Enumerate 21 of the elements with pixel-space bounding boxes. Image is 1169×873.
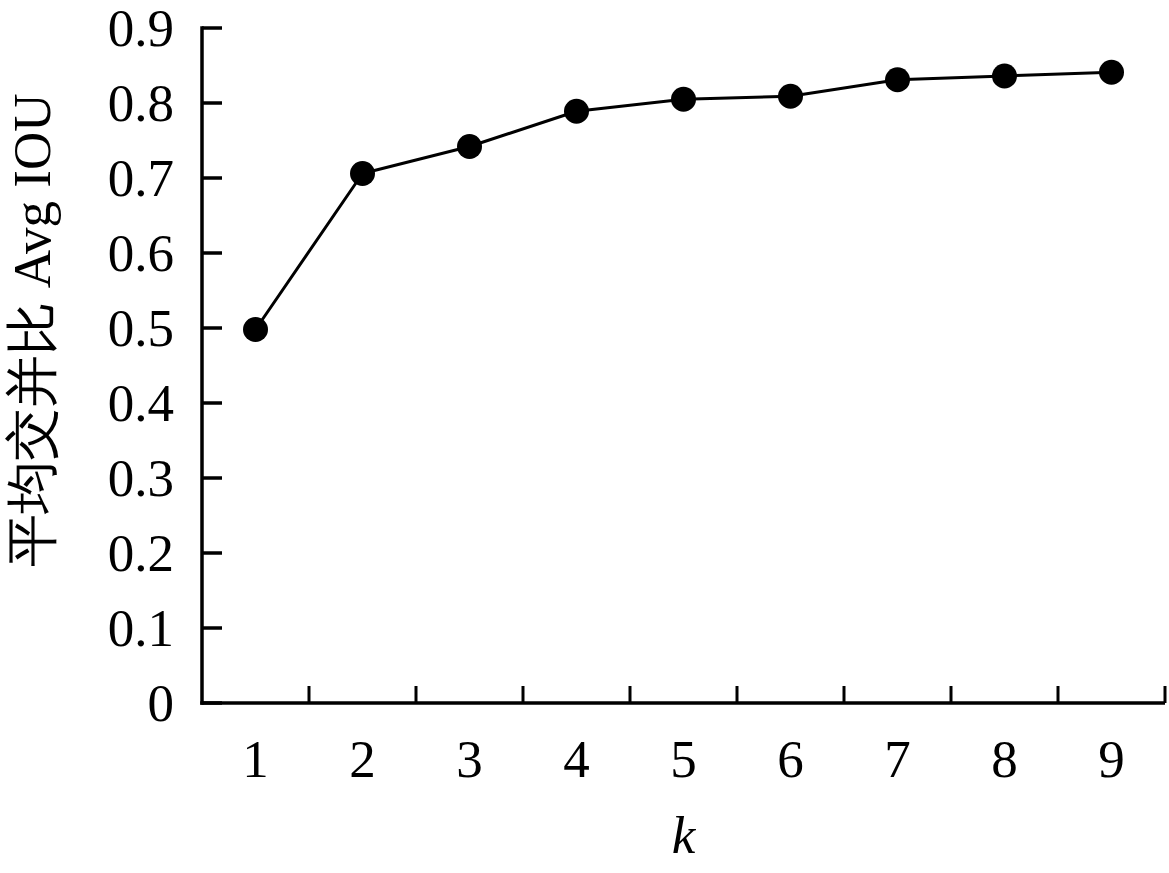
y-tick-label: 0.1 <box>107 599 174 657</box>
y-tick-label: 0 <box>147 674 174 732</box>
y-tick-label: 0.3 <box>107 449 174 507</box>
y-tick-label: 0.5 <box>107 299 174 357</box>
x-tick-label: 1 <box>242 730 269 788</box>
x-axis-title: k <box>671 806 696 864</box>
y-tick-label: 0.6 <box>107 224 174 282</box>
x-tick-label: 8 <box>991 730 1018 788</box>
x-tick-label: 4 <box>563 730 590 788</box>
x-tick-label: 5 <box>670 730 697 788</box>
y-tick-label: 0.4 <box>107 374 174 432</box>
x-tick-label: 9 <box>1098 730 1125 788</box>
y-tick-label: 0.8 <box>107 74 174 132</box>
x-tick-label: 7 <box>884 730 911 788</box>
y-tick-label: 0.9 <box>107 0 174 57</box>
y-tick-label: 0.7 <box>107 149 174 207</box>
x-tick-label: 6 <box>777 730 804 788</box>
y-axis-title: 平均交并比 Avg IOU <box>3 93 61 567</box>
y-tick-label: 0.2 <box>107 524 174 582</box>
x-tick-label: 3 <box>456 730 483 788</box>
x-tick-label: 2 <box>349 730 376 788</box>
